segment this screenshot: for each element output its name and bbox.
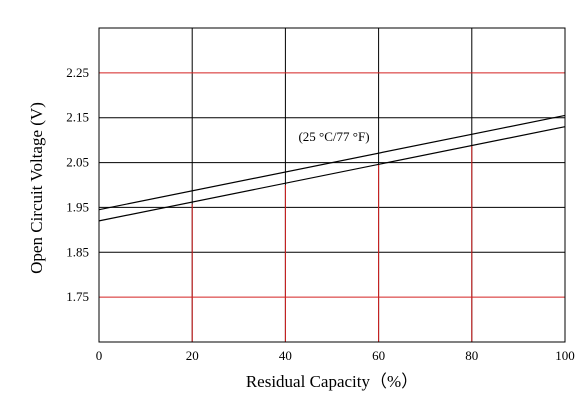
y-tick-label: 2.25 [66,65,89,80]
series-line-0 [98,114,566,211]
y-tick-label: 1.95 [66,199,89,214]
y-tick-label: 2.05 [66,155,89,170]
y-tick-label: 2.15 [66,110,89,125]
series [98,114,566,222]
y-tick-label: 1.85 [66,244,89,259]
plot-border [98,27,566,343]
chart-annotation: (25 °C/77 °F) [298,129,369,144]
grid [99,28,565,342]
x-tick-label: 40 [279,348,292,363]
reference-lines [99,72,565,342]
x-tick-label: 80 [465,348,478,363]
x-tick-label: 20 [186,348,199,363]
y-tick-label: 1.75 [66,289,89,304]
x-axis-label: Residual Capacity（%） [246,372,418,391]
y-tick-labels: 1.75 1.85 1.95 2.05 2.15 2.25 [66,65,89,304]
y-axis-label: Open Circuit Voltage (V) [27,102,46,274]
series-line-1 [98,126,566,222]
x-tick-labels: 0 20 40 60 80 100 [96,348,575,363]
x-tick-label: 0 [96,348,103,363]
x-tick-label: 100 [555,348,575,363]
x-tick-label: 60 [372,348,385,363]
